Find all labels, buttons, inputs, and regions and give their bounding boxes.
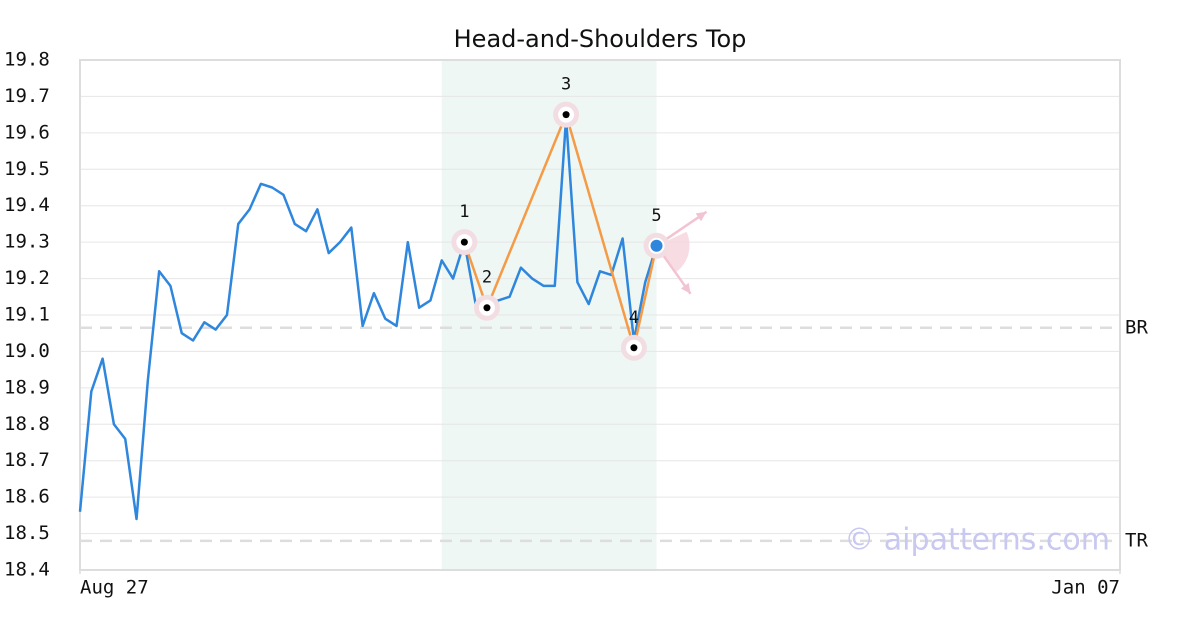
level-label: BR: [1125, 316, 1148, 338]
y-tick-label: 19.6: [4, 121, 50, 143]
y-tick-label: 18.8: [4, 413, 50, 435]
y-tick-label: 19.7: [4, 85, 50, 107]
y-tick-label: 18.6: [4, 486, 50, 508]
projection-wedge: [656, 231, 690, 272]
y-tick-label: 19.8: [4, 49, 50, 71]
pivot-dot: [630, 344, 638, 352]
pivot-label: 1: [459, 202, 469, 222]
y-tick-label: 18.7: [4, 449, 50, 471]
pivot-label: 4: [629, 308, 639, 328]
y-tick-label: 19.0: [4, 340, 50, 362]
pivot-dot: [483, 304, 491, 312]
x-tick-label: Aug 27: [80, 577, 149, 599]
price-line: [78, 117, 658, 521]
plot-frame: [79, 59, 1121, 571]
pivot-dot: [562, 111, 570, 119]
pivot-dot: [460, 238, 468, 246]
y-tick-label: 19.2: [4, 267, 50, 289]
pivot-label: 3: [561, 75, 571, 95]
x-tick-label: Jan 07: [1051, 577, 1120, 599]
pivot-label: 2: [482, 268, 492, 288]
chart-title: Head-and-Shoulders Top: [454, 25, 747, 53]
y-tick-label: 19.3: [4, 231, 50, 253]
watermark: © aipatterns.com: [844, 522, 1110, 557]
pivot-label: 5: [651, 206, 661, 226]
arrow-head: [680, 282, 691, 294]
y-tick-label: 18.4: [4, 559, 50, 581]
level-label: TR: [1125, 529, 1148, 551]
arrow-head: [695, 211, 707, 222]
y-tick-label: 19.1: [4, 304, 50, 326]
y-tick-label: 19.5: [4, 158, 50, 180]
pivot-dot: [650, 239, 663, 252]
y-tick-label: 18.9: [4, 376, 50, 398]
y-tick-label: 18.5: [4, 522, 50, 544]
y-tick-label: 19.4: [4, 194, 50, 216]
